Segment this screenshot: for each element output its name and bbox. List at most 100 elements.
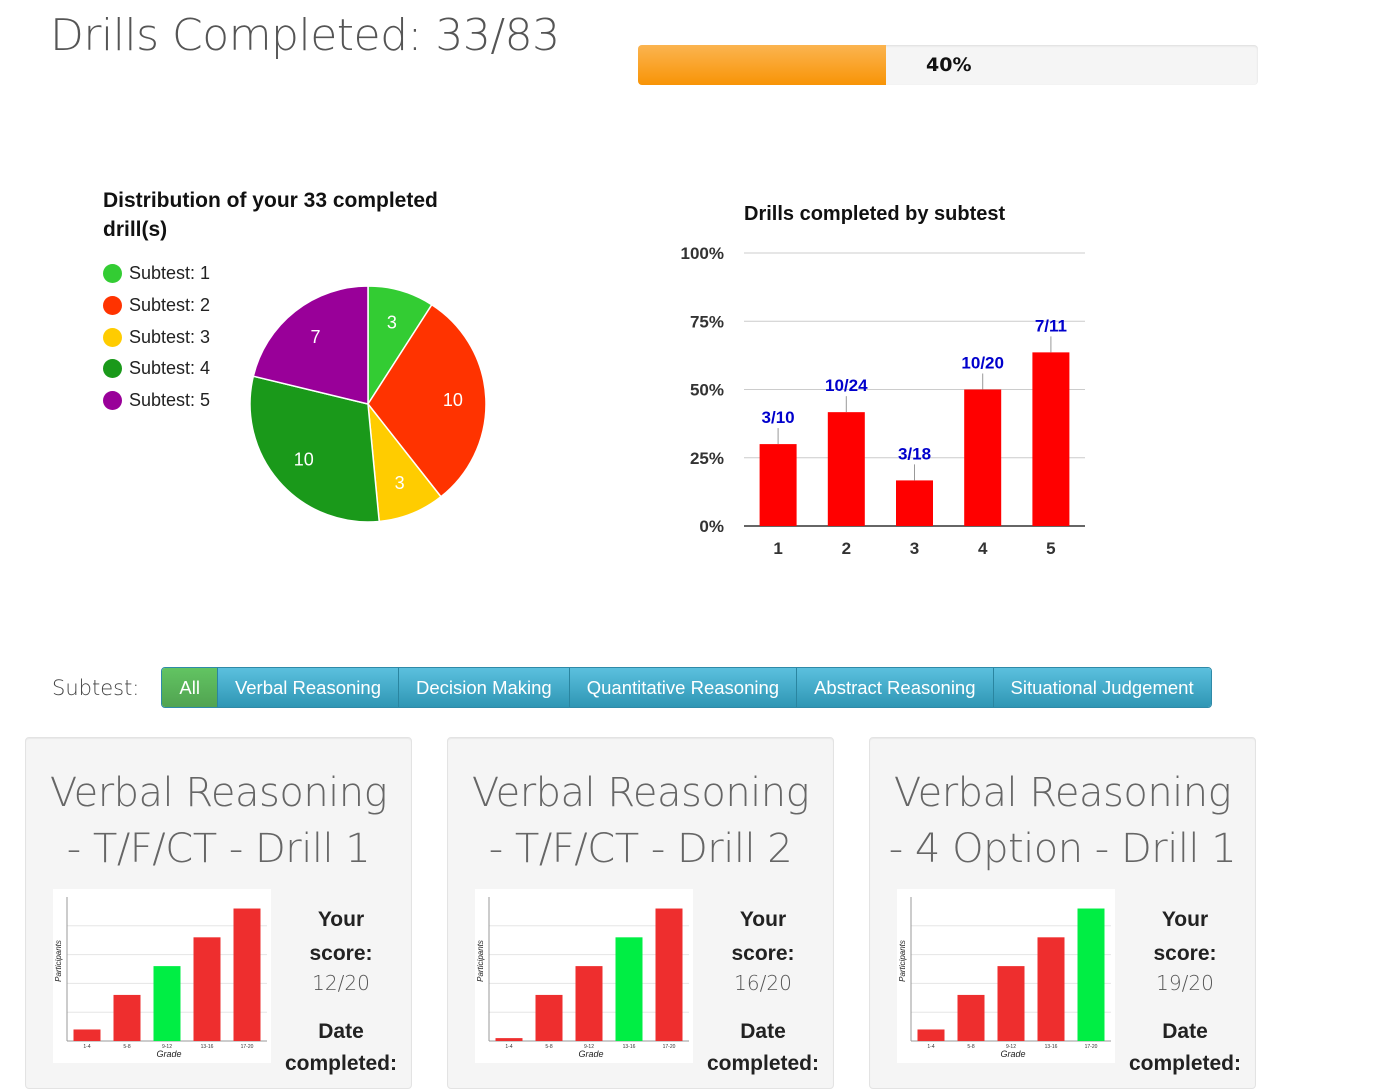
bar-chart-svg: 0% 25% 50% 75% 100% 3/10 1 10/24 2 3/18 3 10/20 4 7/1… [681, 244, 1085, 558]
y-tick-label: 0% [699, 517, 724, 536]
filter-button-all[interactable]: All [162, 668, 217, 707]
x-tick-label: 17-20 [1085, 1044, 1098, 1050]
score-bar [615, 937, 643, 1041]
legend-item-subtest-2: Subtest: 2 [103, 290, 210, 322]
score-bar [655, 908, 683, 1041]
drill-card[interactable]: Verbal Reasoning - 4 Option - Drill 1 1-… [869, 737, 1256, 1089]
legend-dot [103, 327, 122, 347]
legend-dot [103, 391, 122, 411]
date-completed-label: Date completed: [1120, 1016, 1250, 1080]
bar [1032, 352, 1070, 526]
drill-title-line: - 4 Option - Drill 1 [888, 826, 1237, 872]
score-value: 16/20 [734, 971, 792, 995]
x-tick-label: 1-4 [927, 1044, 934, 1050]
y-tick-label: 100% [681, 244, 724, 263]
score-bar [495, 1038, 523, 1041]
score-distribution-chart: 1-4 5-8 9-12 13-16 17-20 Grade Participants [53, 889, 271, 1063]
drill-title-line: Verbal Reasoning [893, 770, 1232, 816]
legend-item-subtest-3: Subtest: 3 [103, 321, 210, 353]
x-axis-label: Grade [156, 1049, 181, 1059]
x-tick-label: 2 [842, 539, 851, 558]
bar [759, 444, 797, 526]
score-bar [997, 966, 1025, 1041]
score-bar [153, 966, 181, 1041]
drill-title[interactable]: Verbal Reasoning - T/F/CT - Drill 1 [26, 765, 411, 877]
bar-data-label: 3/10 [762, 408, 795, 427]
date-label-line: completed: [284, 1052, 397, 1075]
drill-title-line: - T/F/CT - Drill 1 [66, 826, 371, 872]
bar [964, 389, 1002, 526]
progress-label: 40% [926, 54, 972, 76]
score-bar [957, 994, 985, 1041]
score-bar [535, 994, 563, 1041]
filter-button-situational-judgement[interactable]: Situational Judgement [992, 668, 1211, 707]
score-bar [193, 937, 221, 1041]
score-bar [113, 994, 141, 1041]
filter-button-abstract-reasoning[interactable]: Abstract Reasoning [796, 668, 993, 707]
y-axis-label: Participants [54, 940, 63, 982]
pie-slice [367, 303, 487, 498]
pie-slice [252, 285, 369, 405]
x-tick-label: 13-16 [1045, 1044, 1058, 1050]
x-tick-label: 13-16 [201, 1044, 214, 1050]
progress-fill [638, 45, 886, 85]
drill-title-line: - T/F/CT - Drill 2 [488, 826, 793, 872]
pie-chart-title: Distribution of your 33 completed drill(… [103, 189, 438, 241]
completion-progress-bar: 40% [638, 45, 1258, 85]
x-tick-label: 5-8 [545, 1044, 552, 1050]
filter-button-verbal-reasoning[interactable]: Verbal Reasoning [216, 668, 398, 707]
filter-button-group: All Verbal Reasoning Decision Making Qua… [161, 667, 1212, 708]
pie-slice-label: 7 [310, 327, 320, 347]
bar-chart-title: Drills completed by subtest [744, 203, 1006, 225]
score-label-line: Your [317, 908, 365, 931]
filter-button-decision-making[interactable]: Decision Making [398, 668, 569, 707]
legend-item-subtest-1: Subtest: 1 [103, 258, 210, 290]
x-tick-label: 3 [910, 539, 919, 558]
y-axis-label: Participants [898, 940, 907, 982]
x-tick-label: 17-20 [241, 1044, 254, 1050]
pie-slice-label: 3 [387, 312, 397, 332]
filter-button-quantitative-reasoning[interactable]: Quantitative Reasoning [568, 668, 797, 707]
pie-slice-label: 10 [443, 390, 463, 410]
x-tick-label: 5-8 [123, 1044, 130, 1050]
bar-data-label: 10/20 [961, 354, 1004, 373]
drills-completed-title: Drills Completed: 33/83 [50, 10, 560, 61]
legend-item-subtest-4: Subtest: 4 [103, 353, 210, 385]
score-label-line: Your [1161, 908, 1209, 931]
drill-title-line: Verbal Reasoning [49, 770, 388, 816]
pie-legend: Subtest: 1 Subtest: 2 Subtest: 3 Subtest… [103, 258, 210, 416]
filter-label: Subtest: [52, 675, 140, 700]
pie-chart-svg: 3 10 3 10 7 [249, 285, 487, 523]
legend-label: Subtest: 1 [129, 263, 211, 284]
y-tick-label: 50% [690, 381, 724, 400]
drill-card[interactable]: Verbal Reasoning - T/F/CT - Drill 2 1-4 5… [447, 737, 834, 1089]
score-label-line: score: [1153, 942, 1217, 965]
score-label-line: Your [739, 908, 787, 931]
your-score-label: Your score: [1130, 903, 1240, 971]
drill-title[interactable]: Verbal Reasoning - 4 Option - Drill 1 [870, 765, 1255, 877]
date-label-line: completed: [706, 1052, 819, 1075]
legend-label: Subtest: 4 [129, 358, 211, 379]
y-tick-label: 75% [690, 312, 724, 331]
x-tick-label: 13-16 [623, 1044, 636, 1050]
bar [827, 412, 865, 526]
x-tick-label: 17-20 [663, 1044, 676, 1050]
pie-slice-label: 3 [395, 473, 405, 493]
date-completed-label: Date completed: [276, 1016, 406, 1080]
drill-title[interactable]: Verbal Reasoning - T/F/CT - Drill 2 [448, 765, 833, 877]
bar-data-label: 3/18 [898, 444, 931, 463]
score-bar [1077, 908, 1105, 1041]
score-bar [233, 908, 261, 1041]
your-score-label: Your score: [708, 903, 818, 971]
score-bar [575, 966, 603, 1041]
score-label-line: score: [731, 942, 795, 965]
x-tick-label: 9-12 [1006, 1044, 1016, 1050]
bar [896, 480, 933, 526]
bar-data-label: 7/11 [1035, 316, 1067, 335]
drill-card[interactable]: Verbal Reasoning - T/F/CT - Drill 1 1-4 5… [25, 737, 412, 1089]
x-tick-label: 1-4 [505, 1044, 512, 1050]
drill-title-line: Verbal Reasoning [471, 770, 810, 816]
score-value: 19/20 [1156, 971, 1214, 995]
x-tick-label: 1-4 [83, 1044, 90, 1050]
pie-slice [249, 375, 381, 523]
